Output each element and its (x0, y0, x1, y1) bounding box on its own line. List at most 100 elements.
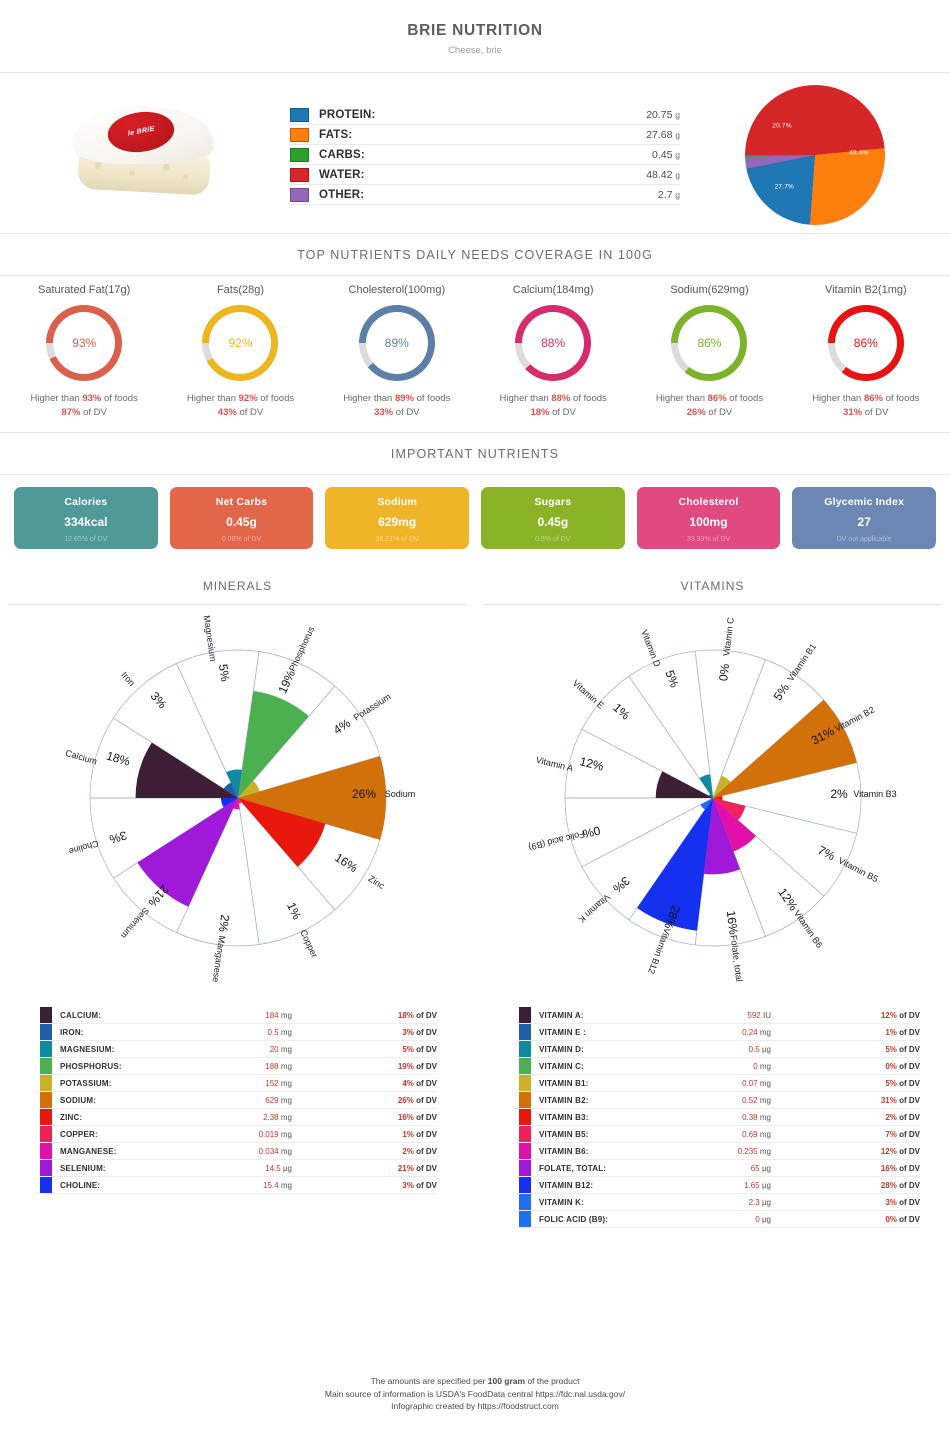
donut-title: Cholesterol(100mg) (348, 284, 446, 296)
row-label: FOLATE, TOTAL: (539, 1163, 607, 1173)
row-label: IRON: (60, 1027, 84, 1037)
footer-line1-a: The amounts are specified per (370, 1375, 488, 1386)
row-label: SELENIUM: (60, 1163, 106, 1173)
pie-slice-label: 20.7% (772, 122, 792, 130)
row-value: 592 IU (747, 1010, 771, 1020)
row-value: 0.235 mg (737, 1146, 771, 1156)
row-value: 184 mg (265, 1010, 292, 1020)
row-value: 188 mg (265, 1061, 292, 1071)
row-value: 0.38 mg (742, 1112, 771, 1122)
row-value: 0.019 mg (258, 1129, 292, 1139)
footer-line1-c: of the product (525, 1375, 580, 1386)
card-value: 334kcal (64, 515, 108, 529)
legend-label: CARBS: (319, 148, 365, 161)
card-dv: 12.65% of DV (64, 536, 108, 543)
card-value: 100mg (689, 515, 728, 529)
rose-value-label: 0% (716, 663, 732, 682)
rose-category-label: Vitamin C (721, 616, 736, 656)
page-header: BRIE NUTRITION Cheese, brie (0, 0, 950, 73)
row-swatch (40, 1024, 52, 1040)
legend-value: 20.75 g (646, 108, 680, 121)
donut-ring: 93% (46, 305, 123, 381)
donut-ring: 88% (515, 305, 592, 381)
donut-dv-percent: 33% (374, 407, 394, 418)
rose-category-label: Choline (67, 838, 99, 856)
row-value: 0.034 mg (258, 1146, 292, 1156)
donut-dv-percent: 18% (530, 407, 550, 418)
legend-row: FATS: 27.68 g (290, 125, 680, 145)
macronutrient-section: le BRIE PROTEIN: 20.75 g FATS: 27.68 g CARBS… (0, 73, 950, 233)
row-swatch (519, 1177, 531, 1193)
row-value: 2.38 mg (263, 1112, 292, 1122)
row-label: CHOLINE: (60, 1180, 101, 1190)
row-dv: 2% of DV (885, 1112, 920, 1122)
row-label: COPPER: (60, 1129, 98, 1139)
row-label: VITAMIN B12: (539, 1180, 594, 1190)
legend-label: FATS: (319, 128, 353, 141)
donut-higher-than: Higher than 93% of foods (30, 393, 138, 404)
donut-dv-percent: 43% (217, 407, 237, 418)
legend-label: WATER: (319, 168, 365, 181)
coverage-donut-item: Cholesterol(100mg) 89% Higher than 89% of … (319, 284, 475, 418)
table-row: CALCIUM: 184 mg 18% of DV (40, 1007, 437, 1024)
legend-swatch (290, 127, 309, 142)
brie-label-text: le BRIE (127, 125, 155, 138)
donut-higher-percent: 92% (238, 393, 258, 404)
coverage-donut-item: Fats(28g) 92% Higher than 92% of foods 43% … (162, 284, 318, 418)
row-swatch (519, 1160, 531, 1176)
rose-category-label: Potassium (351, 691, 392, 722)
rose-category-label: Vitamin B6 (791, 908, 824, 949)
card-value: 0.45g (537, 515, 569, 529)
row-swatch (40, 1160, 52, 1176)
row-value: 65 µg (750, 1163, 771, 1173)
row-value: 0 µg (755, 1214, 771, 1224)
divider-after-donuts (0, 432, 950, 433)
row-swatch (40, 1058, 52, 1074)
donut-title: Vitamin B2(1mg) (824, 284, 907, 296)
header-divider (0, 72, 950, 73)
vitamins-divider (483, 604, 942, 605)
row-swatch (519, 1143, 531, 1159)
row-dv: 3% of DV (402, 1027, 437, 1037)
donut-ring: 89% (358, 305, 435, 381)
minerals-table: CALCIUM: 184 mg 18% of DV IRON: 0.5 mg 3% of … (0, 1003, 475, 1194)
card-value: 27 (857, 515, 871, 529)
row-label: VITAMIN B6: (539, 1146, 589, 1156)
table-row: VITAMIN K: 2.3 µg 3% of DV (519, 1194, 920, 1211)
rose-value-label: 0% (581, 823, 602, 841)
table-row: SODIUM: 629 mg 26% of DV (40, 1092, 437, 1109)
rose-category-label: Calcium (64, 748, 98, 767)
nutrient-card[interactable]: Cholesterol 100mg 33.33% of DV (636, 487, 781, 549)
row-swatch (519, 1075, 531, 1091)
macronutrient-pie-chart: 48.4% 27.7% 20.7% (700, 85, 930, 225)
table-row: MAGNESIUM: 20 mg 5% of DV (40, 1041, 437, 1058)
row-dv: 18% of DV (397, 1010, 437, 1020)
footer-line-1: The amounts are specified per 100 gram o… (0, 1375, 950, 1388)
table-row: IRON: 0.5 mg 3% of DV (40, 1024, 437, 1041)
row-dv: 21% of DV (397, 1163, 437, 1173)
nutrient-card[interactable]: Net Carbs 0.45g 0.08% of DV (169, 487, 314, 549)
row-label: VITAMIN B5: (539, 1129, 589, 1139)
row-swatch (40, 1007, 52, 1023)
legend-swatch (290, 107, 309, 122)
donut-higher-percent: 93% (82, 393, 102, 404)
row-swatch (40, 1126, 52, 1142)
rose-value-label: 3% (107, 828, 128, 846)
row-dv: 5% of DV (885, 1078, 920, 1088)
donut-dv: 87% of DV (61, 407, 107, 418)
nutrient-card[interactable]: Sugars 0.45g 0.5% of DV (481, 487, 625, 549)
nutrient-card[interactable]: Calories 334kcal 12.65% of DV (14, 487, 158, 549)
table-row: POTASSIUM: 152 mg 4% of DV (40, 1075, 437, 1092)
donut-title: Fats(28g) (216, 284, 265, 296)
row-dv: 4% of DV (402, 1078, 437, 1088)
row-value: 0 mg (753, 1061, 771, 1071)
legend-row: WATER: 48.42 g (290, 165, 680, 185)
macronutrient-legend: PROTEIN: 20.75 g FATS: 27.68 g CARBS: 0.45 g W… (290, 105, 680, 205)
vitamins-table: VITAMIN A: 592 IU 12% of DV VITAMIN E : 0.24… (475, 1003, 950, 1228)
row-value: 15.4 mg (263, 1180, 292, 1190)
nutrient-card[interactable]: Glycemic Index 27 DV not applicable (792, 487, 937, 549)
row-value: 1.65 µg (744, 1180, 771, 1190)
nutrient-card[interactable]: Sodium 629mg 26.21% of DV (325, 487, 470, 549)
pie-chart: 48.4% 27.7% 20.7% (745, 85, 885, 225)
donut-higher-than: Higher than 88% of foods (499, 393, 607, 404)
